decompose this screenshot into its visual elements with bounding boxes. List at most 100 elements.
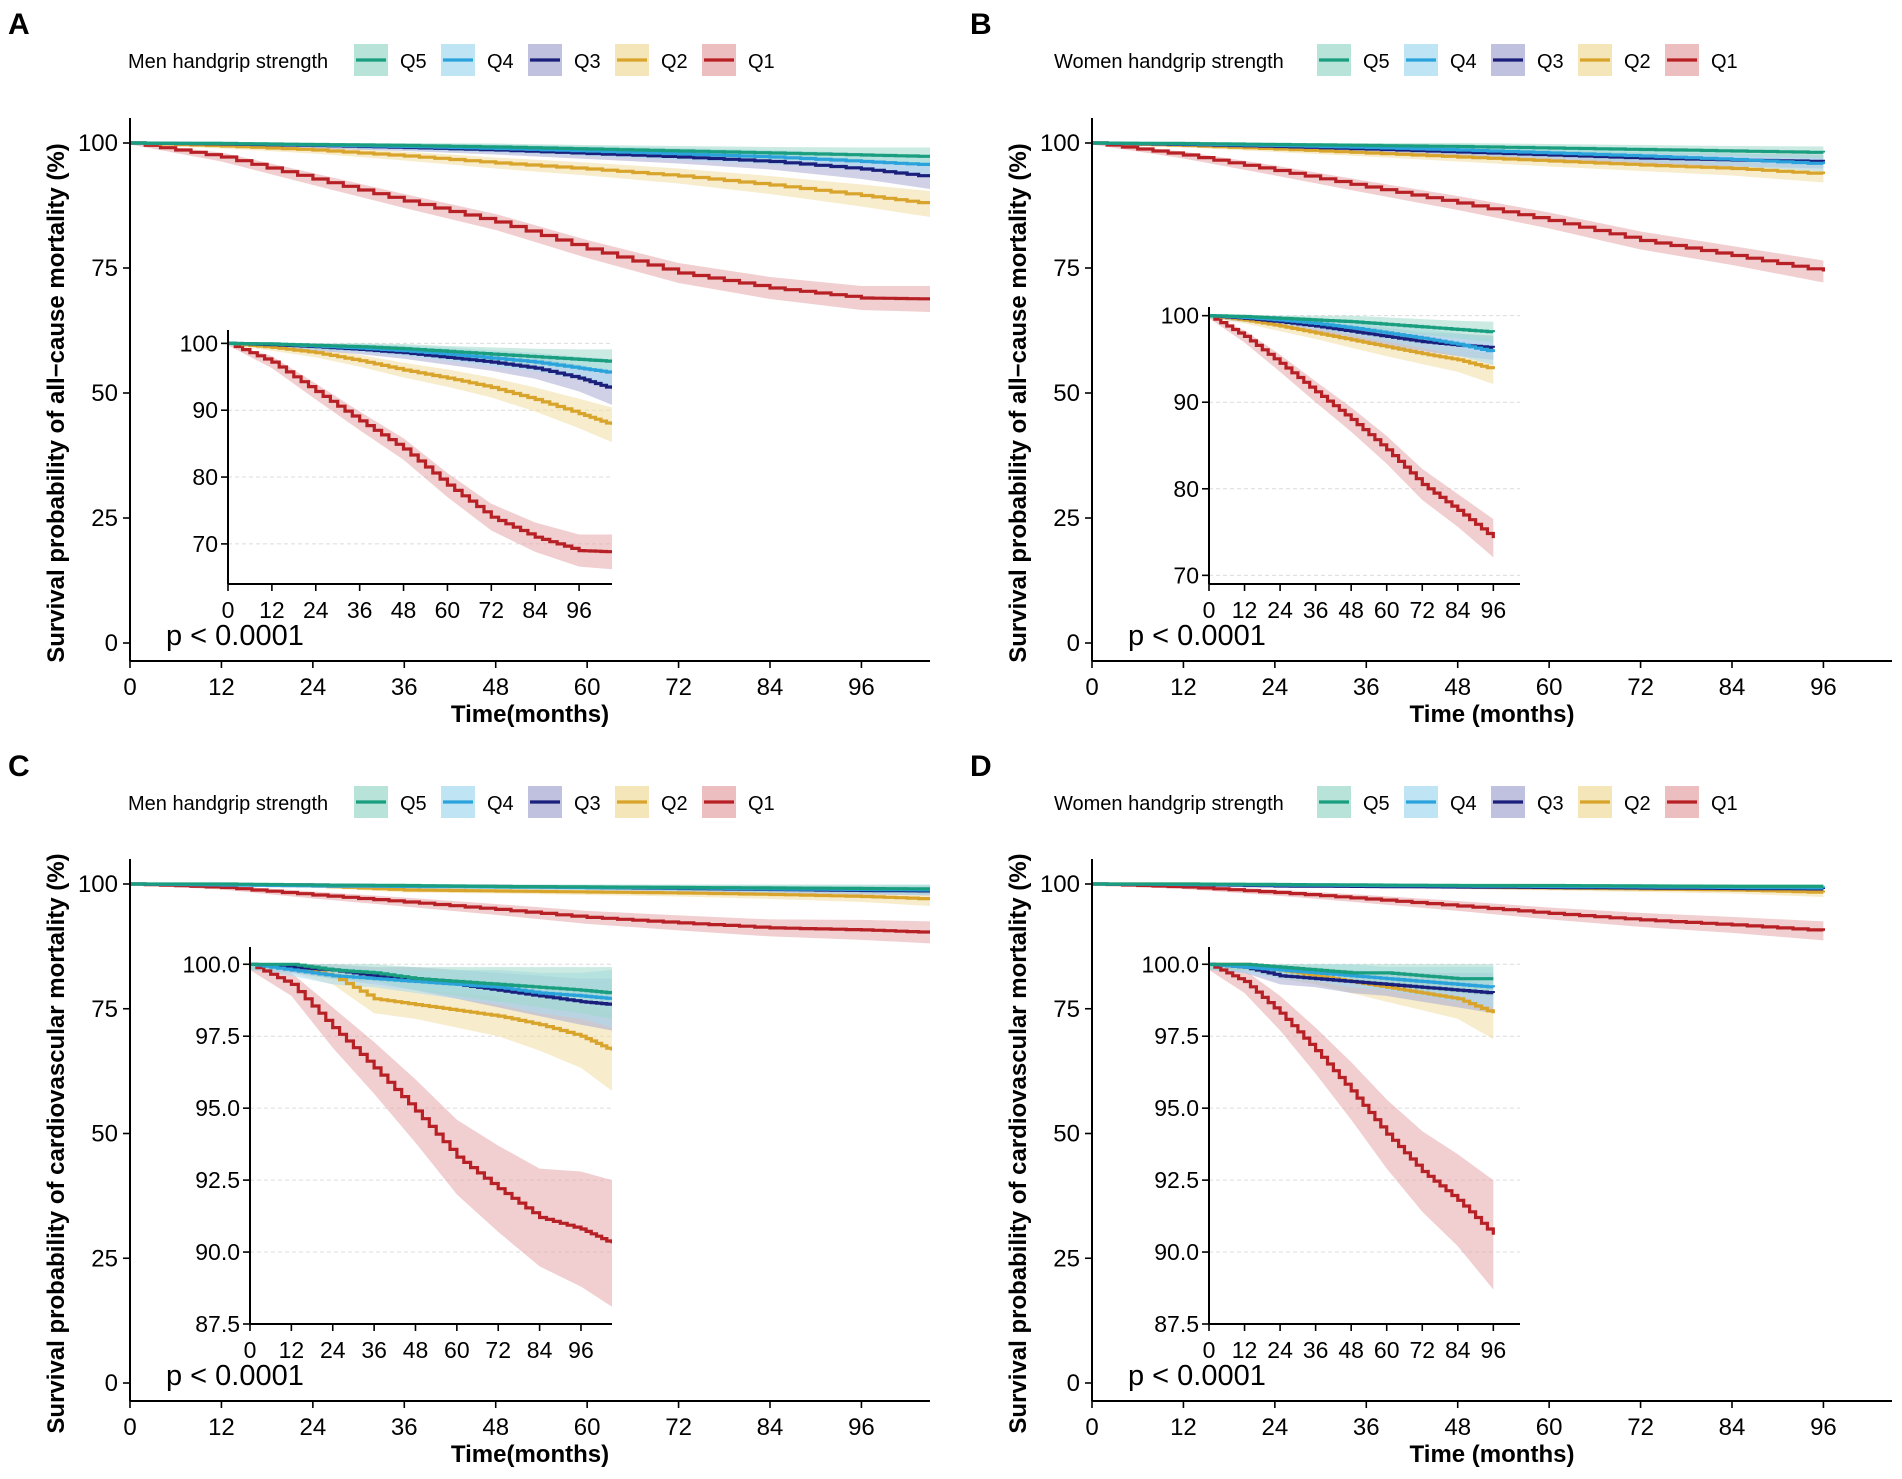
main-x-tick-label: 48 <box>482 1414 509 1441</box>
legend: Women handgrip strength Q5 Q4 Q3 Q2 Q1 <box>1054 786 1738 818</box>
legend-label-q3: Q3 <box>574 793 601 815</box>
main-x-tick-label: 36 <box>391 1414 418 1441</box>
main-y-tick-label: 50 <box>1053 380 1080 407</box>
inset-x-tick-label: 36 <box>1303 597 1329 623</box>
main-x-tick-label: 12 <box>208 1414 235 1441</box>
panel-d: D Women handgrip strength Q5 Q4 Q3 Q2 Q1 0 25 50 7… <box>970 750 1892 1468</box>
main-x-tick-label: 96 <box>1810 1414 1837 1441</box>
inset-line-q5 <box>250 962 612 995</box>
inset-x-tick-label: 12 <box>259 597 285 623</box>
main-line-q1 <box>130 141 930 301</box>
main-x-tick-label: 72 <box>665 1414 692 1441</box>
legend-label-q1: Q1 <box>748 51 775 73</box>
inset-x-tick-label: 96 <box>566 597 592 623</box>
inset-y-tick-label: 92.5 <box>195 1167 240 1193</box>
inset-x-tick-label: 96 <box>1481 597 1507 623</box>
inset-plot-area <box>250 962 612 1307</box>
inset-ci-band-q2 <box>250 964 612 1091</box>
main-y-tick-label: 25 <box>1053 1245 1080 1272</box>
main-x-tick-label: 24 <box>1262 674 1289 701</box>
inset-plot-area <box>1209 314 1495 558</box>
legend-label-q2: Q2 <box>1624 793 1651 815</box>
main-line-q1 <box>130 882 930 934</box>
inset-x-tick-label: 60 <box>1374 1337 1400 1363</box>
legend-label-q5: Q5 <box>1363 51 1390 73</box>
legend-label-q3: Q3 <box>574 51 601 73</box>
legend-label-q4: Q4 <box>487 793 514 815</box>
legend-label-q2: Q2 <box>661 51 688 73</box>
main-x-tick-label: 36 <box>1353 674 1380 701</box>
main-x-tick-label: 36 <box>391 674 418 701</box>
inset-x-tick-label: 84 <box>1445 597 1471 623</box>
legend-title: Men handgrip strength <box>128 51 328 73</box>
main-plot-area <box>130 882 930 944</box>
inset-x-tick-label: 96 <box>568 1337 594 1363</box>
x-axis-title: Time(months) <box>451 1441 609 1468</box>
main-y-tick-label: 25 <box>91 1245 118 1272</box>
main-line-q5 <box>130 141 930 158</box>
inset-x-tick-label: 96 <box>1481 1337 1507 1363</box>
main-x-tick-label: 96 <box>848 1414 875 1441</box>
main-x-tick-label: 24 <box>300 1414 327 1441</box>
p-value-label: p < 0.0001 <box>1128 1360 1266 1392</box>
y-axis-title: Survival probability of all−cause mortal… <box>43 143 70 662</box>
inset-x-tick-label: 36 <box>1303 1337 1329 1363</box>
inset-x-tick-label: 48 <box>391 597 417 623</box>
legend-label-q3: Q3 <box>1537 51 1564 73</box>
panel-b: B Women handgrip strength Q5 Q4 Q3 Q2 Q1 0 25 50 7… <box>970 8 1892 728</box>
panel-label: B <box>970 8 992 41</box>
panel-label: C <box>8 750 30 783</box>
inset-ci-band-q1 <box>1209 315 1494 558</box>
p-value-label: p < 0.0001 <box>1128 620 1266 652</box>
main-y-tick-label: 50 <box>91 1121 118 1148</box>
main-x-tick-label: 48 <box>1444 674 1471 701</box>
inset-line-q5 <box>228 341 612 363</box>
legend-label-q1: Q1 <box>748 793 775 815</box>
inset-x-tick-label: 72 <box>1409 597 1435 623</box>
inset-y-tick-label: 70 <box>192 531 218 557</box>
inset-x-tick-label: 0 <box>244 1337 257 1363</box>
main-y-tick-label: 50 <box>1053 1121 1080 1148</box>
main-line-q5 <box>1092 882 1824 889</box>
main-x-tick-label: 48 <box>482 674 509 701</box>
inset-x-tick-label: 36 <box>347 597 373 623</box>
main-line-q5 <box>1092 141 1825 154</box>
inset-x-tick-label: 0 <box>1203 597 1216 623</box>
inset-x-tick-label: 60 <box>435 597 461 623</box>
inset-y-tick-label: 90.0 <box>195 1239 240 1265</box>
inset-x-tick-label: 72 <box>485 1337 511 1363</box>
inset-line-q2 <box>228 341 612 425</box>
legend-label-q5: Q5 <box>400 793 427 815</box>
y-axis-title: Survival probability of cardiovascular m… <box>1005 853 1032 1433</box>
inset-y-tick-label: 100.0 <box>1141 951 1199 977</box>
main-x-tick-label: 60 <box>574 674 601 701</box>
panel-a: A Men handgrip strength Q5 Q4 Q3 Q2 Q1 0 25 50 75 1… <box>8 8 930 728</box>
main-y-tick-label: 75 <box>1053 255 1080 282</box>
main-x-tick-label: 84 <box>757 674 784 701</box>
main-x-tick-label: 24 <box>1262 1414 1289 1441</box>
legend-label-q1: Q1 <box>1711 793 1738 815</box>
y-axis-title: Survival probability of all−cause mortal… <box>1005 143 1032 662</box>
inset-x-tick-label: 60 <box>1374 597 1400 623</box>
inset-x-tick-label: 84 <box>522 597 548 623</box>
main-x-tick-label: 36 <box>1353 1414 1380 1441</box>
main-y-tick-label: 25 <box>91 505 118 532</box>
legend-label-q5: Q5 <box>400 51 427 73</box>
main-x-tick-label: 60 <box>1536 674 1563 701</box>
inset-y-tick-label: 100 <box>180 330 218 356</box>
panel-c: C Men handgrip strength Q5 Q4 Q3 Q2 Q1 0 25 50 75 1… <box>8 750 930 1468</box>
main-x-tick-label: 12 <box>208 674 235 701</box>
main-y-tick-label: 0 <box>1067 1370 1080 1397</box>
inset-ci-band-q5 <box>228 343 612 374</box>
legend-title: Women handgrip strength <box>1054 793 1284 815</box>
main-plot-area <box>1092 141 1825 283</box>
inset-x-tick-label: 12 <box>1232 1337 1258 1363</box>
main-x-tick-label: 84 <box>757 1414 784 1441</box>
inset-y-tick-label: 70 <box>1173 562 1199 588</box>
main-y-tick-label: 100 <box>78 130 118 157</box>
inset-y-tick-label: 87.5 <box>1154 1311 1199 1337</box>
legend-label-q1: Q1 <box>1711 51 1738 73</box>
main-ci-band-q5 <box>130 143 930 166</box>
inset-y-tick-label: 100 <box>1161 303 1199 329</box>
inset-x-tick-label: 48 <box>403 1337 429 1363</box>
